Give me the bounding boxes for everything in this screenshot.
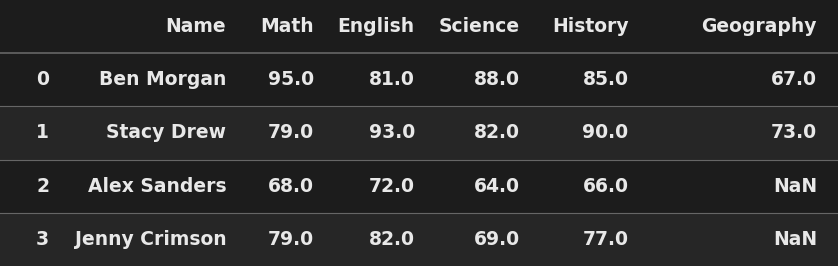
Text: 64.0: 64.0: [473, 177, 520, 196]
Text: 73.0: 73.0: [771, 123, 817, 143]
Text: Geography: Geography: [701, 17, 817, 36]
Text: History: History: [552, 17, 628, 36]
Text: 72.0: 72.0: [369, 177, 415, 196]
Text: 82.0: 82.0: [473, 123, 520, 143]
Bar: [0, 213, 838, 266]
Text: 90.0: 90.0: [582, 123, 628, 143]
Text: NaN: NaN: [773, 177, 817, 196]
Text: 77.0: 77.0: [582, 230, 628, 249]
Text: Math: Math: [261, 17, 314, 36]
Text: 93.0: 93.0: [369, 123, 415, 143]
Text: Stacy Drew: Stacy Drew: [106, 123, 226, 143]
Text: Name: Name: [166, 17, 226, 36]
Text: 88.0: 88.0: [473, 70, 520, 89]
Text: 2: 2: [36, 177, 49, 196]
Text: 82.0: 82.0: [369, 230, 415, 249]
Text: NaN: NaN: [773, 230, 817, 249]
Text: Jenny Crimson: Jenny Crimson: [75, 230, 226, 249]
Text: Alex Sanders: Alex Sanders: [88, 177, 226, 196]
Text: 1: 1: [36, 123, 49, 143]
Text: Ben Morgan: Ben Morgan: [99, 70, 226, 89]
Text: 66.0: 66.0: [582, 177, 628, 196]
Text: 79.0: 79.0: [268, 230, 314, 249]
Text: 79.0: 79.0: [268, 123, 314, 143]
Text: 95.0: 95.0: [268, 70, 314, 89]
Text: 69.0: 69.0: [473, 230, 520, 249]
Text: 68.0: 68.0: [268, 177, 314, 196]
Text: English: English: [338, 17, 415, 36]
Text: 67.0: 67.0: [771, 70, 817, 89]
Text: 81.0: 81.0: [369, 70, 415, 89]
Text: 3: 3: [36, 230, 49, 249]
Text: Science: Science: [438, 17, 520, 36]
Text: 0: 0: [36, 70, 49, 89]
Bar: [0, 106, 838, 160]
Text: 85.0: 85.0: [582, 70, 628, 89]
